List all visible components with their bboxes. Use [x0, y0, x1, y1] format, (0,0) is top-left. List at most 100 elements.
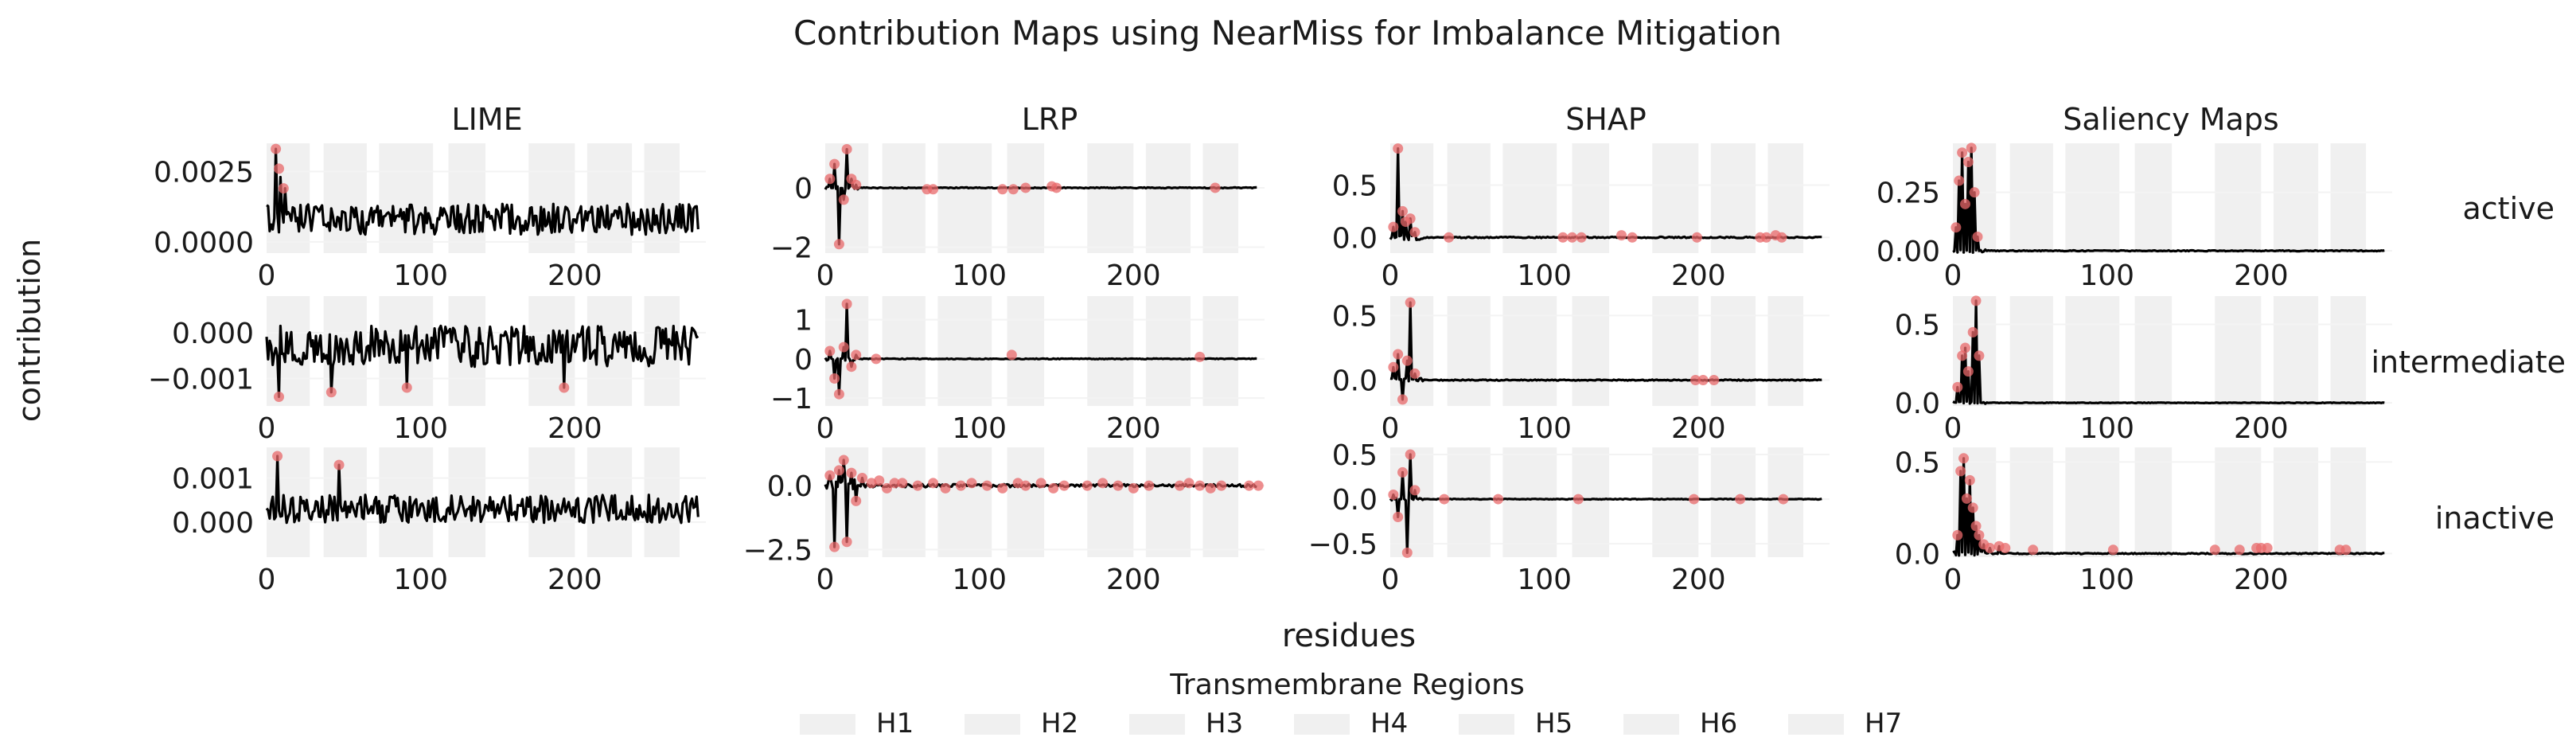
highlight-point	[1689, 494, 1700, 505]
highlight-point	[2028, 544, 2039, 556]
panel-shap-active: 0.0 0.5 0 100 200	[1332, 143, 1830, 292]
region-band-h5	[528, 143, 575, 253]
highlight-point	[841, 143, 852, 154]
highlight-point	[1627, 232, 1638, 243]
region-band-h2	[882, 296, 926, 406]
highlight-point	[1955, 466, 1966, 477]
y-tick-label: 0	[794, 344, 813, 376]
column-titles: LIME LRP SHAP Saliency Maps	[451, 102, 2278, 137]
highlight-point	[273, 392, 284, 402]
region-band-h7	[1202, 296, 1239, 406]
highlight-point	[997, 482, 1008, 494]
highlight-point	[829, 373, 840, 384]
highlight-point	[1572, 494, 1584, 505]
y-tick-label: 0.5	[1895, 309, 1940, 341]
y-tick-label: −0.001	[148, 364, 254, 396]
legend-swatch	[1129, 714, 1185, 735]
x-tick-label: 0	[258, 564, 276, 596]
highlight-point	[1493, 494, 1504, 505]
legend-swatch	[1623, 714, 1679, 735]
highlight-point	[940, 482, 951, 494]
highlight-point	[846, 361, 857, 373]
series-line-lime-inactive	[265, 455, 700, 525]
highlight-point	[1174, 480, 1185, 491]
series-line-lrp-intermediate	[824, 302, 1257, 396]
highlight-point	[841, 298, 852, 310]
region-band-h7	[1202, 447, 1239, 557]
series-line-lime-active	[266, 147, 700, 236]
highlight-point	[1393, 143, 1404, 154]
y-tick-label: −2.5	[743, 534, 813, 567]
region-band-h6	[2273, 296, 2319, 406]
col-title-lime: LIME	[451, 102, 522, 137]
row-label-intermediate: intermediate	[2371, 345, 2566, 380]
region-band-h3	[2065, 296, 2120, 406]
highlight-point	[1966, 142, 1977, 154]
highlight-point	[1007, 184, 1019, 195]
highlight-point	[824, 470, 836, 481]
panel-lrp-inactive: −2.5 0.0 0 100 200	[743, 447, 1265, 596]
highlight-point	[1020, 480, 1031, 491]
y-tick-label: 0.5	[1895, 447, 1940, 479]
x-tick-label: 0	[1944, 564, 1962, 596]
highlight-point	[1958, 453, 1970, 464]
y-tick-label: 0.25	[1876, 178, 1940, 210]
x-tick-label: 200	[2234, 259, 2289, 292]
highlight-point	[1959, 198, 1970, 209]
legend-entry-h1: H1	[800, 708, 914, 739]
y-axis-label: contribution	[12, 239, 47, 422]
highlight-point	[1967, 326, 1978, 337]
x-tick-label: 200	[1671, 564, 1726, 596]
highlight-point	[333, 459, 345, 470]
highlight-point	[1709, 375, 1720, 386]
highlight-point	[1194, 480, 1206, 491]
x-tick-label: 100	[393, 412, 448, 445]
x-tick-label: 100	[1517, 564, 1572, 596]
x-tick-label: 200	[548, 259, 602, 292]
highlight-point	[1397, 394, 1408, 405]
highlight-point	[1405, 213, 1416, 224]
x-tick-label: 0	[1382, 412, 1400, 445]
highlight-point	[1761, 232, 1772, 243]
highlight-point	[1967, 502, 1978, 513]
highlight-point	[928, 478, 939, 489]
highlight-point	[1128, 482, 1139, 494]
region-band-h4	[2134, 143, 2173, 253]
panel-lime-intermediate: −0.001 0.000 0 100 200	[148, 296, 706, 445]
row-labels: active intermediate inactive	[2371, 191, 2566, 536]
x-tick-label: 100	[952, 564, 1007, 596]
highlight-point	[1962, 156, 1974, 167]
highlight-point	[1974, 350, 1985, 361]
panel-lime-inactive: 0.000 0.001 0 100 200	[172, 447, 706, 596]
highlight-point	[889, 478, 900, 489]
highlight-point	[851, 349, 862, 361]
highlight-point	[955, 480, 966, 491]
panel-saliency-maps-inactive: 0.0 0.5 0 100 200	[1895, 447, 2392, 596]
region-band-h3	[2065, 143, 2120, 253]
highlight-point	[272, 451, 283, 462]
x-tick-label: 100	[2079, 412, 2134, 445]
panel-shap-inactive: −0.5 0.0 0.5 0 100 200	[1308, 439, 1830, 596]
y-tick-label: 1	[794, 305, 813, 337]
highlight-point	[912, 480, 923, 491]
region-band-h4	[448, 143, 486, 253]
series-line-lrp-active	[824, 147, 1257, 246]
region-band-h6	[2273, 143, 2319, 253]
highlight-point	[829, 541, 840, 552]
y-tick-label: 0.0	[767, 470, 813, 503]
x-tick-label: 0	[1382, 564, 1400, 596]
highlight-point	[1961, 493, 1972, 504]
highlight-point	[1957, 350, 1968, 361]
region-band-h7	[2330, 143, 2367, 253]
panel-shap-intermediate: 0.0 0.5 0 100 200	[1332, 296, 1830, 445]
region-band-h2	[1447, 447, 1491, 557]
highlight-point	[1393, 349, 1404, 360]
highlight-point	[559, 382, 570, 393]
x-tick-label: 100	[393, 259, 448, 292]
region-band-h7	[2330, 296, 2367, 406]
col-title-shap: SHAP	[1565, 102, 1647, 137]
series-line-shap-active	[1389, 147, 1822, 241]
highlight-point	[1689, 375, 1701, 386]
highlight-point	[1183, 478, 1194, 489]
